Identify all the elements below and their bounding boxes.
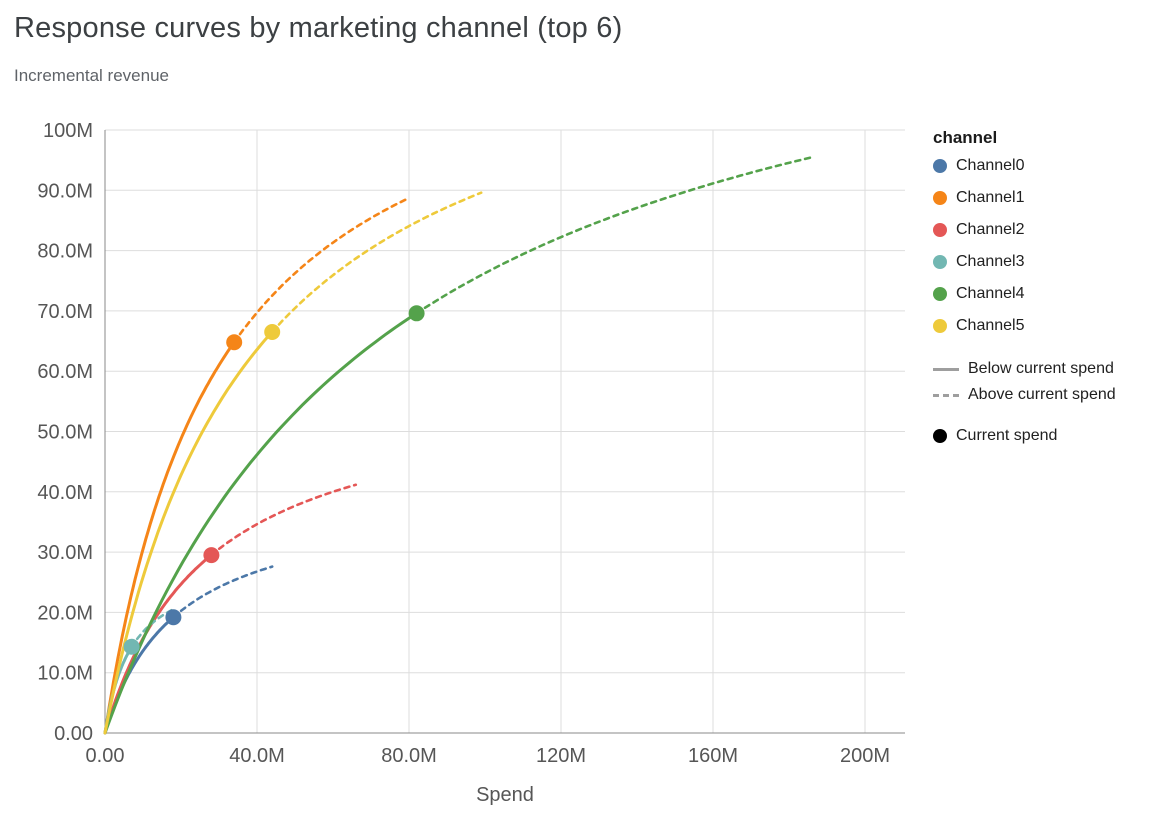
chart-subtitle: Incremental revenue [14,66,169,85]
legend-color-swatch-icon [933,159,947,173]
legend-item-channel4: Channel4 [933,278,1158,310]
legend-color-swatch-icon [933,191,947,205]
legend-item-channel1: Channel1 [933,182,1158,214]
legend-item-channel0: Channel0 [933,150,1158,182]
legend-color-swatch-icon [933,287,947,301]
y-tick-label: 50.0M [37,422,93,444]
legend-item-current-spend: Current spend [933,420,1158,452]
curve-channel1-above-current-spend [232,196,411,344]
y-tick-label: 60.0M [37,361,93,383]
current-spend-dot-channel0 [165,609,182,626]
curve-channel1-below-current-spend [103,340,236,735]
x-tick-label: 120M [536,745,586,767]
y-tick-label: 20.0M [37,602,93,624]
curve-channel4-above-current-spend [415,156,814,315]
y-tick-label: 70.0M [37,301,93,323]
y-tick-label: 100M [43,120,93,142]
y-tick-label: 30.0M [37,542,93,564]
current-spend-dot-channel1 [226,334,243,351]
legend-marker-entry: Current spend [933,420,1158,452]
x-tick-label: 0.00 [86,745,125,767]
solid-line-icon [933,367,959,371]
x-tick-label: 80.0M [381,745,437,767]
y-tick-label: 10.0M [37,663,93,685]
legend-channel-entries: Channel0 Channel1 Channel2 Channel3 Channel4… [933,150,1158,342]
curve-channel2-above-current-spend [210,483,358,557]
x-axis-title: Spend [476,784,534,806]
curve-channel5-above-current-spend [270,191,483,334]
y-tick-label: 40.0M [37,482,93,504]
legend-label: Channel5 [956,317,1025,334]
curve-channel2-below-current-spend [103,553,213,735]
legend-item-above-current-spend: Above current spend [933,382,1158,408]
chart-title: Response curves by marketing channel (to… [14,12,623,44]
dashed-line-icon [933,393,959,397]
curve-channel0-above-current-spend [172,565,274,619]
legend-label: Above current spend [968,386,1116,403]
curve-channel5-below-current-spend [103,330,274,735]
legend-color-swatch-icon [933,255,947,269]
y-tick-label: 0.00 [54,723,93,745]
y-tick-label: 80.0M [37,241,93,263]
legend-label: Channel1 [956,189,1025,206]
current-spend-dot-channel4 [408,305,425,322]
curve-channel3-above-current-spend [130,608,175,649]
y-tick-label: 90.0M [37,180,93,202]
legend-color-swatch-icon [933,223,947,237]
current-spend-dot-channel3 [123,638,140,655]
legend-label: Channel4 [956,285,1025,302]
legend-label: Channel2 [956,221,1025,238]
legend-item-below-current-spend: Below current spend [933,356,1158,382]
legend-title: channel [933,128,998,147]
current-spend-dot-icon [933,429,947,443]
legend-label: Channel3 [956,253,1025,270]
legend-label: Below current spend [968,360,1114,377]
legend-item-channel2: Channel2 [933,214,1158,246]
legend-item-channel5: Channel5 [933,310,1158,342]
legend-label: Current spend [956,427,1058,444]
plot-area: 0.00 40.0M 80.0M 120M 160M 200M 0.00 10.0M 20.0M… [37,120,905,806]
legend-line-style-entries: Below current spend Above current spend [933,356,1158,408]
legend-item-channel3: Channel3 [933,246,1158,278]
x-tick-label: 200M [840,745,890,767]
x-tick-label: 160M [688,745,738,767]
current-spend-dot-channel2 [203,547,220,564]
curve-channel4-below-current-spend [103,311,419,735]
legend: channel Channel0 Channel1 Channel2 Channel3… [933,128,1158,452]
current-spend-dot-channel5 [264,324,281,341]
legend-label: Channel0 [956,157,1025,174]
legend-color-swatch-icon [933,319,947,333]
x-tick-label: 40.0M [229,745,285,767]
